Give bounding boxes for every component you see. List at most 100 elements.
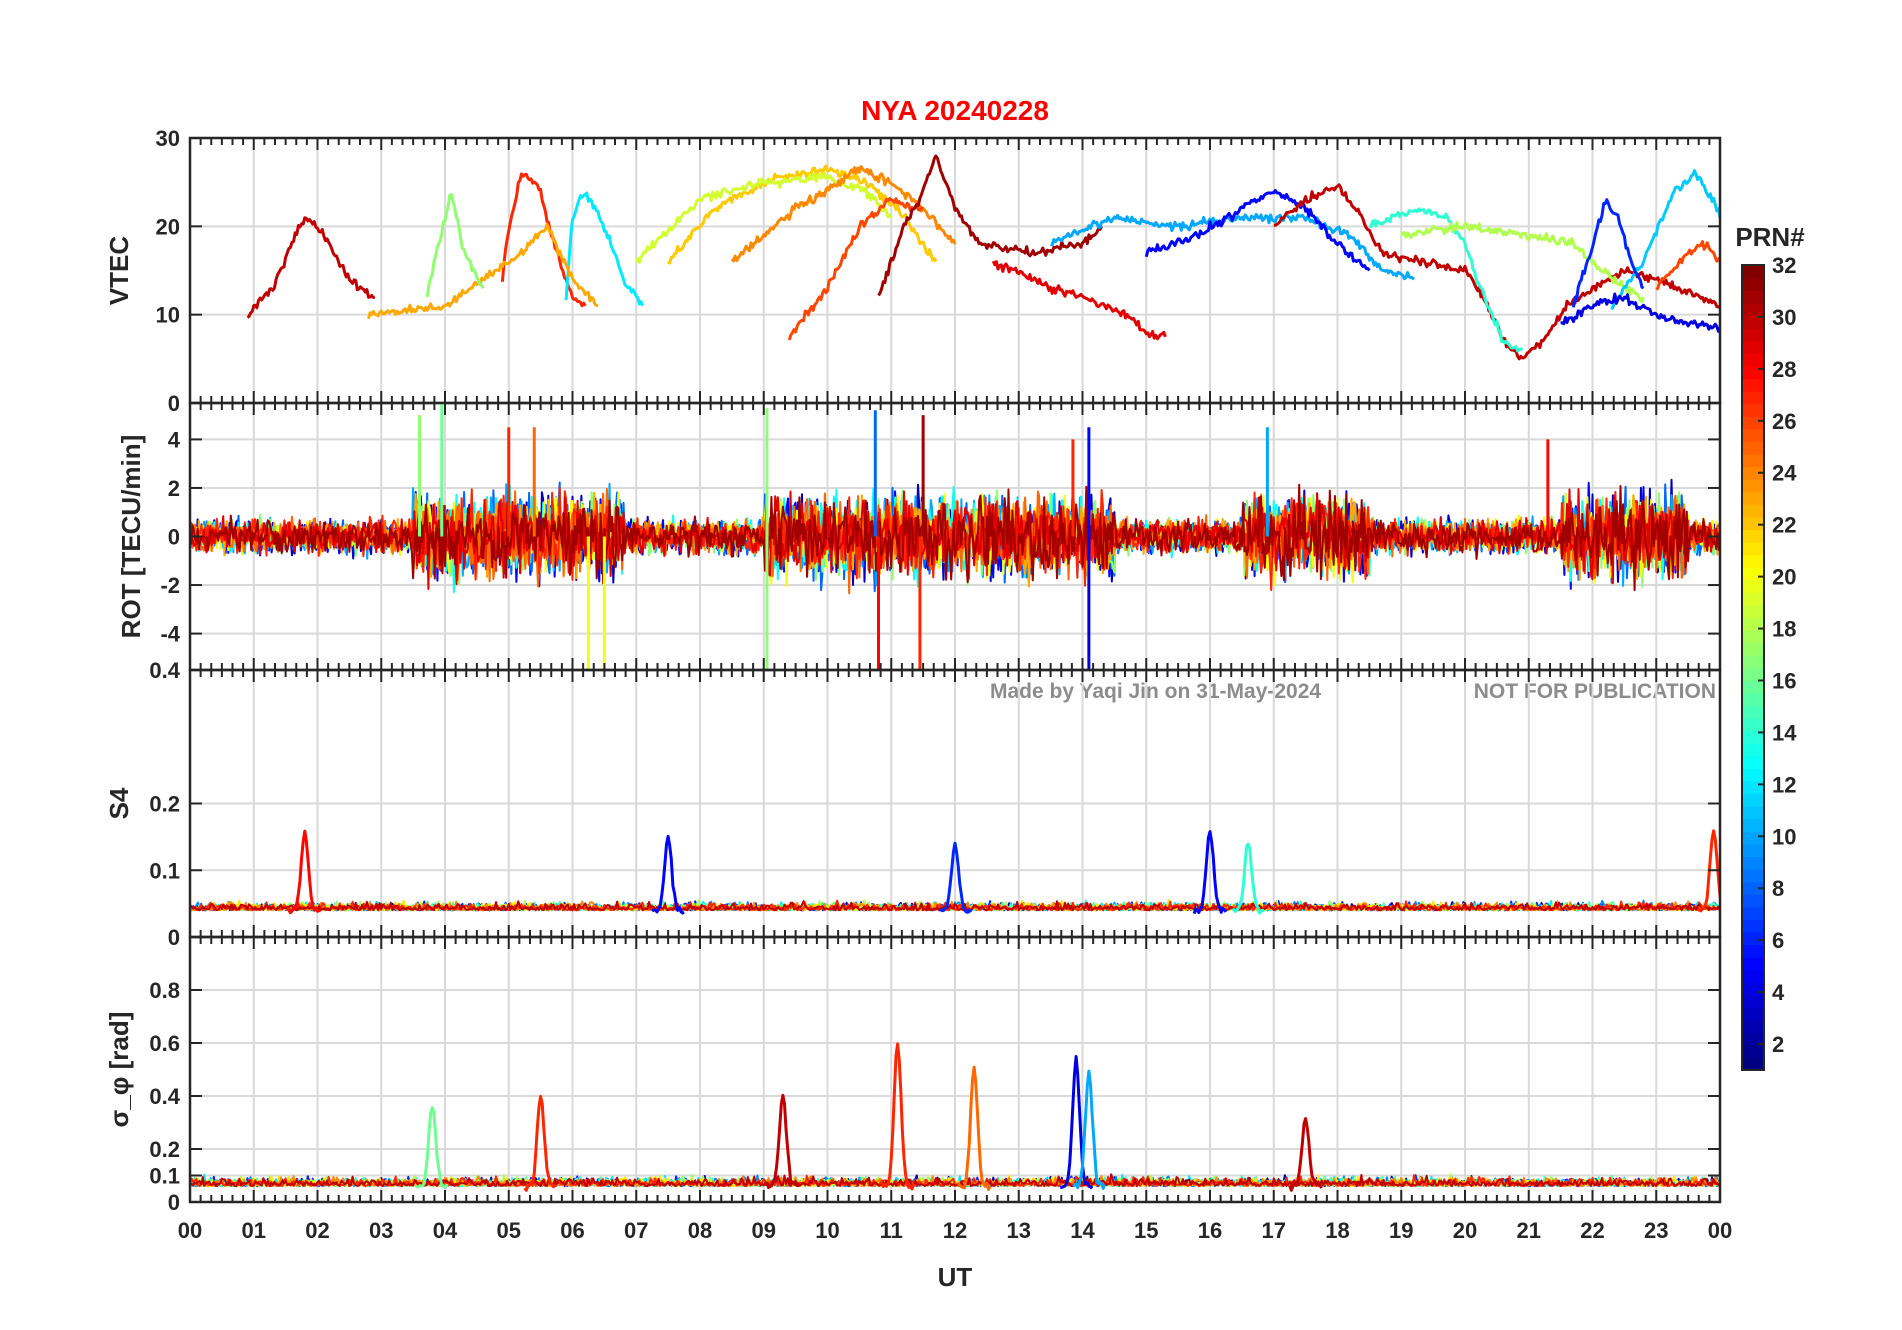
- colorbar-tick-label: 26: [1772, 409, 1796, 434]
- colorbar-segment: [1742, 265, 1764, 279]
- x-tick-label: 08: [688, 1218, 712, 1243]
- y-tick-label: 2: [168, 476, 180, 501]
- colorbar-segment: [1742, 453, 1764, 468]
- colorbar-segment: [1742, 893, 1764, 908]
- x-tick-label: 00: [1708, 1218, 1732, 1243]
- colorbar-tick-label: 14: [1772, 720, 1797, 745]
- x-tick-label: 16: [1198, 1218, 1222, 1243]
- colorbar-segment: [1742, 981, 1764, 996]
- vtec-series-prn-5: [1144, 188, 1371, 272]
- colorbar-segment: [1742, 415, 1764, 430]
- rot-series-prn-31: [190, 483, 1720, 592]
- colorbar-tick-label: 6: [1772, 928, 1784, 953]
- colorbar-label: PRN#: [1735, 222, 1805, 252]
- colorbar-segment: [1742, 353, 1764, 367]
- notice-text: NOT FOR PUBLICATION: [1474, 680, 1716, 703]
- y-tick-label: 0.4: [149, 1084, 180, 1109]
- panel-plot-area: [246, 154, 1720, 361]
- colorbar-segment: [1742, 994, 1764, 1008]
- colorbar-tick-label: 18: [1772, 617, 1796, 642]
- y-tick-label: 0: [168, 525, 180, 550]
- vtec-series-prn-10: [1050, 212, 1416, 281]
- y-tick-label: 0.6: [149, 1031, 180, 1056]
- y-tick-label: 0.1: [149, 1164, 180, 1189]
- colorbar-segment: [1742, 654, 1764, 669]
- colorbar-segment: [1742, 856, 1764, 870]
- x-tick-label: 01: [242, 1218, 266, 1243]
- colorbar-segment: [1742, 491, 1764, 505]
- vtec-series-prn-30: [1273, 183, 1720, 361]
- panel-sigma_phi: 00.10.2 0.4 0.6 0.8 σ_φ [rad]: [104, 935, 1722, 1215]
- vtec-series-prn-4: [1560, 292, 1720, 333]
- colorbar-segment: [1742, 931, 1764, 946]
- colorbar-segment: [1742, 1032, 1764, 1046]
- y-tick-label: 20: [156, 214, 180, 239]
- vtec-series-prn-22: [667, 164, 938, 265]
- colorbar-segment: [1742, 516, 1764, 530]
- x-tick-label: 02: [305, 1218, 329, 1243]
- chart-title: NYA 20240228: [861, 95, 1049, 126]
- panel-plot-area: [190, 829, 1720, 915]
- y-tick-label: 0: [168, 925, 180, 950]
- colorbar-tick-label: 12: [1772, 772, 1796, 797]
- x-tick-label: 10: [815, 1218, 839, 1243]
- s4-peak: [938, 841, 973, 914]
- colorbar-segment: [1742, 906, 1764, 920]
- sigma_phi-peak: [1072, 1069, 1107, 1190]
- colorbar-segment: [1742, 541, 1764, 556]
- colorbar-segment: [1742, 428, 1764, 442]
- colorbar-segment: [1742, 768, 1764, 782]
- panel-rot: -4 -2 0 2 4 ROT [TECU/min]: [116, 401, 1722, 672]
- y-tick-label: 0.1: [149, 858, 180, 883]
- colorbar-segment: [1742, 956, 1764, 971]
- y-tick-label: 0.8: [149, 978, 180, 1003]
- colorbar-tick-label: 28: [1772, 357, 1796, 382]
- x-tick-label: 12: [943, 1218, 967, 1243]
- y-tick-label: 0.2: [149, 1137, 180, 1162]
- x-tick-label: 13: [1007, 1218, 1031, 1243]
- panel-plot-area: [190, 1042, 1720, 1192]
- colorbar-segment: [1742, 478, 1764, 493]
- colorbar-segment: [1742, 717, 1764, 732]
- colorbar-segment: [1742, 1019, 1764, 1034]
- colorbar-tick-label: 2: [1772, 1032, 1784, 1057]
- colorbar-segment: [1742, 554, 1764, 568]
- x-axis-label: UT: [938, 1262, 973, 1292]
- colorbar-segment: [1742, 302, 1764, 317]
- vtec-series-prn-26: [1655, 240, 1720, 291]
- colorbar-segment: [1742, 503, 1764, 518]
- y-tick-label: -4: [160, 622, 180, 647]
- s4-peak: [1697, 829, 1720, 913]
- vtec-series-prn-27: [500, 172, 587, 308]
- x-tick-label: 14: [1070, 1218, 1095, 1243]
- sigma_phi-series-prn-30: [190, 1173, 1720, 1188]
- panel-vtec: 0 10 20 30 VTEC: [104, 126, 1722, 416]
- y-tick-label: 0: [168, 391, 180, 416]
- y-tick-label: 30: [156, 126, 180, 151]
- s4-series-prn-30: [190, 900, 1720, 912]
- colorbar-segment: [1742, 680, 1764, 694]
- watermark-text: Made by Yaqi Jin on 31-May-2024: [990, 680, 1321, 703]
- y-axis-label: VTEC: [104, 236, 134, 306]
- vtec-series-prn-31: [877, 154, 1103, 297]
- colorbar-segment: [1742, 805, 1764, 820]
- x-tick-label: 06: [560, 1218, 584, 1243]
- x-tick-label: 19: [1389, 1218, 1413, 1243]
- y-axis-label: σ_φ [rad]: [104, 1012, 134, 1128]
- colorbar-segment: [1742, 277, 1764, 291]
- s4-peak: [1192, 830, 1228, 915]
- vtec-series-prn-14: [1369, 207, 1524, 353]
- y-axis-label: ROT [TECU/min]: [116, 435, 146, 639]
- colorbar-tick-label: 30: [1772, 305, 1796, 330]
- rot-series-prn-29: [190, 488, 1720, 590]
- colorbar-segment: [1742, 403, 1764, 417]
- colorbar-segment: [1742, 617, 1764, 631]
- colorbar-segment: [1742, 742, 1764, 757]
- colorbar-tick-label: 16: [1772, 668, 1796, 693]
- sigma_phi-peak: [415, 1106, 449, 1189]
- x-tick-label: 22: [1580, 1218, 1604, 1243]
- colorbar-segment: [1742, 1057, 1764, 1071]
- colorbar-segment: [1742, 441, 1764, 455]
- colorbar-segment: [1742, 290, 1764, 304]
- sigma_phi-peak: [765, 1093, 801, 1190]
